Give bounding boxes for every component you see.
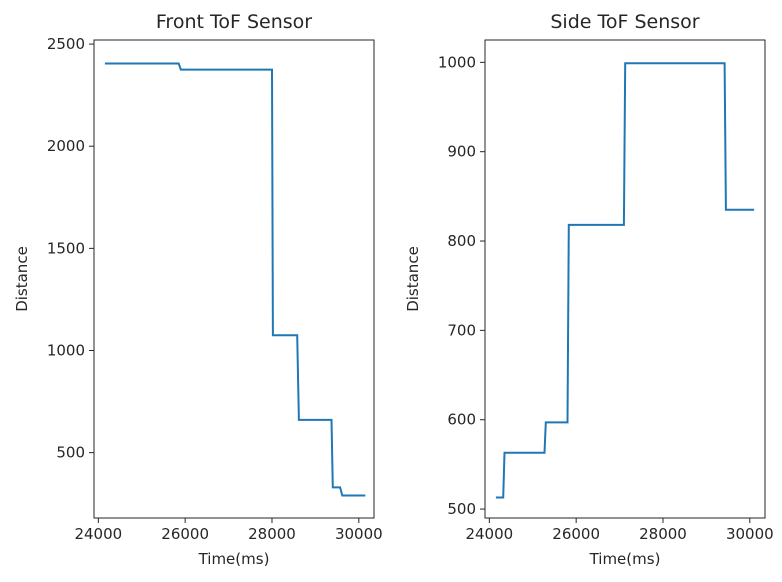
front-tof-panel: 24000 26000 28000 30000 500 1000 1500 2000 2500 F…: [13, 11, 383, 568]
side-tof-y-tick-label: 800: [447, 232, 476, 250]
front-tof-chart-title: Front ToF Sensor: [156, 11, 312, 33]
front-tof-axes-frame: [93, 39, 375, 519]
side-tof-y-tick-label: 700: [447, 321, 476, 339]
front-tof-x-tick-label: 24000: [74, 525, 122, 543]
side-tof-y-tick-label: 900: [447, 143, 476, 161]
front-tof-x-tick-label: 30000: [335, 525, 383, 543]
front-tof-x-tick-label: 26000: [161, 525, 209, 543]
side-tof-series-line: [495, 62, 755, 499]
front-tof-y-tick-label: 2500: [47, 35, 85, 53]
side-tof-y-tick-label: 500: [447, 500, 476, 518]
side-tof-x-tick-label: 26000: [552, 525, 600, 543]
side-tof-y-tick-label: 1000: [438, 53, 476, 71]
side-tof-x-tick-label: 24000: [465, 525, 513, 543]
side-tof-x-tick-label: 28000: [639, 525, 687, 543]
front-tof-y-tick-label: 2000: [47, 137, 85, 155]
front-tof-y-tick-label: 1500: [47, 239, 85, 257]
front-tof-series-line: [104, 62, 366, 497]
side-tof-panel: 24000 26000 28000 30000 500 600 700 800 900 1000 S…: [404, 11, 774, 568]
side-tof-x-axis-label: Time(ms): [589, 550, 661, 568]
side-tof-y-axis-label: Distance: [404, 246, 422, 312]
side-tof-x-tick-label: 30000: [726, 525, 774, 543]
front-tof-y-tick-label: 500: [56, 444, 85, 462]
side-tof-chart-title: Side ToF Sensor: [550, 11, 699, 33]
front-tof-x-axis-label: Time(ms): [198, 550, 270, 568]
front-tof-y-tick-label: 1000: [47, 341, 85, 359]
front-tof-x-tick-label: 28000: [248, 525, 296, 543]
front-tof-y-axis-label: Distance: [13, 246, 31, 312]
side-tof-axes-frame: [484, 39, 766, 519]
side-tof-y-tick-label: 600: [447, 411, 476, 429]
